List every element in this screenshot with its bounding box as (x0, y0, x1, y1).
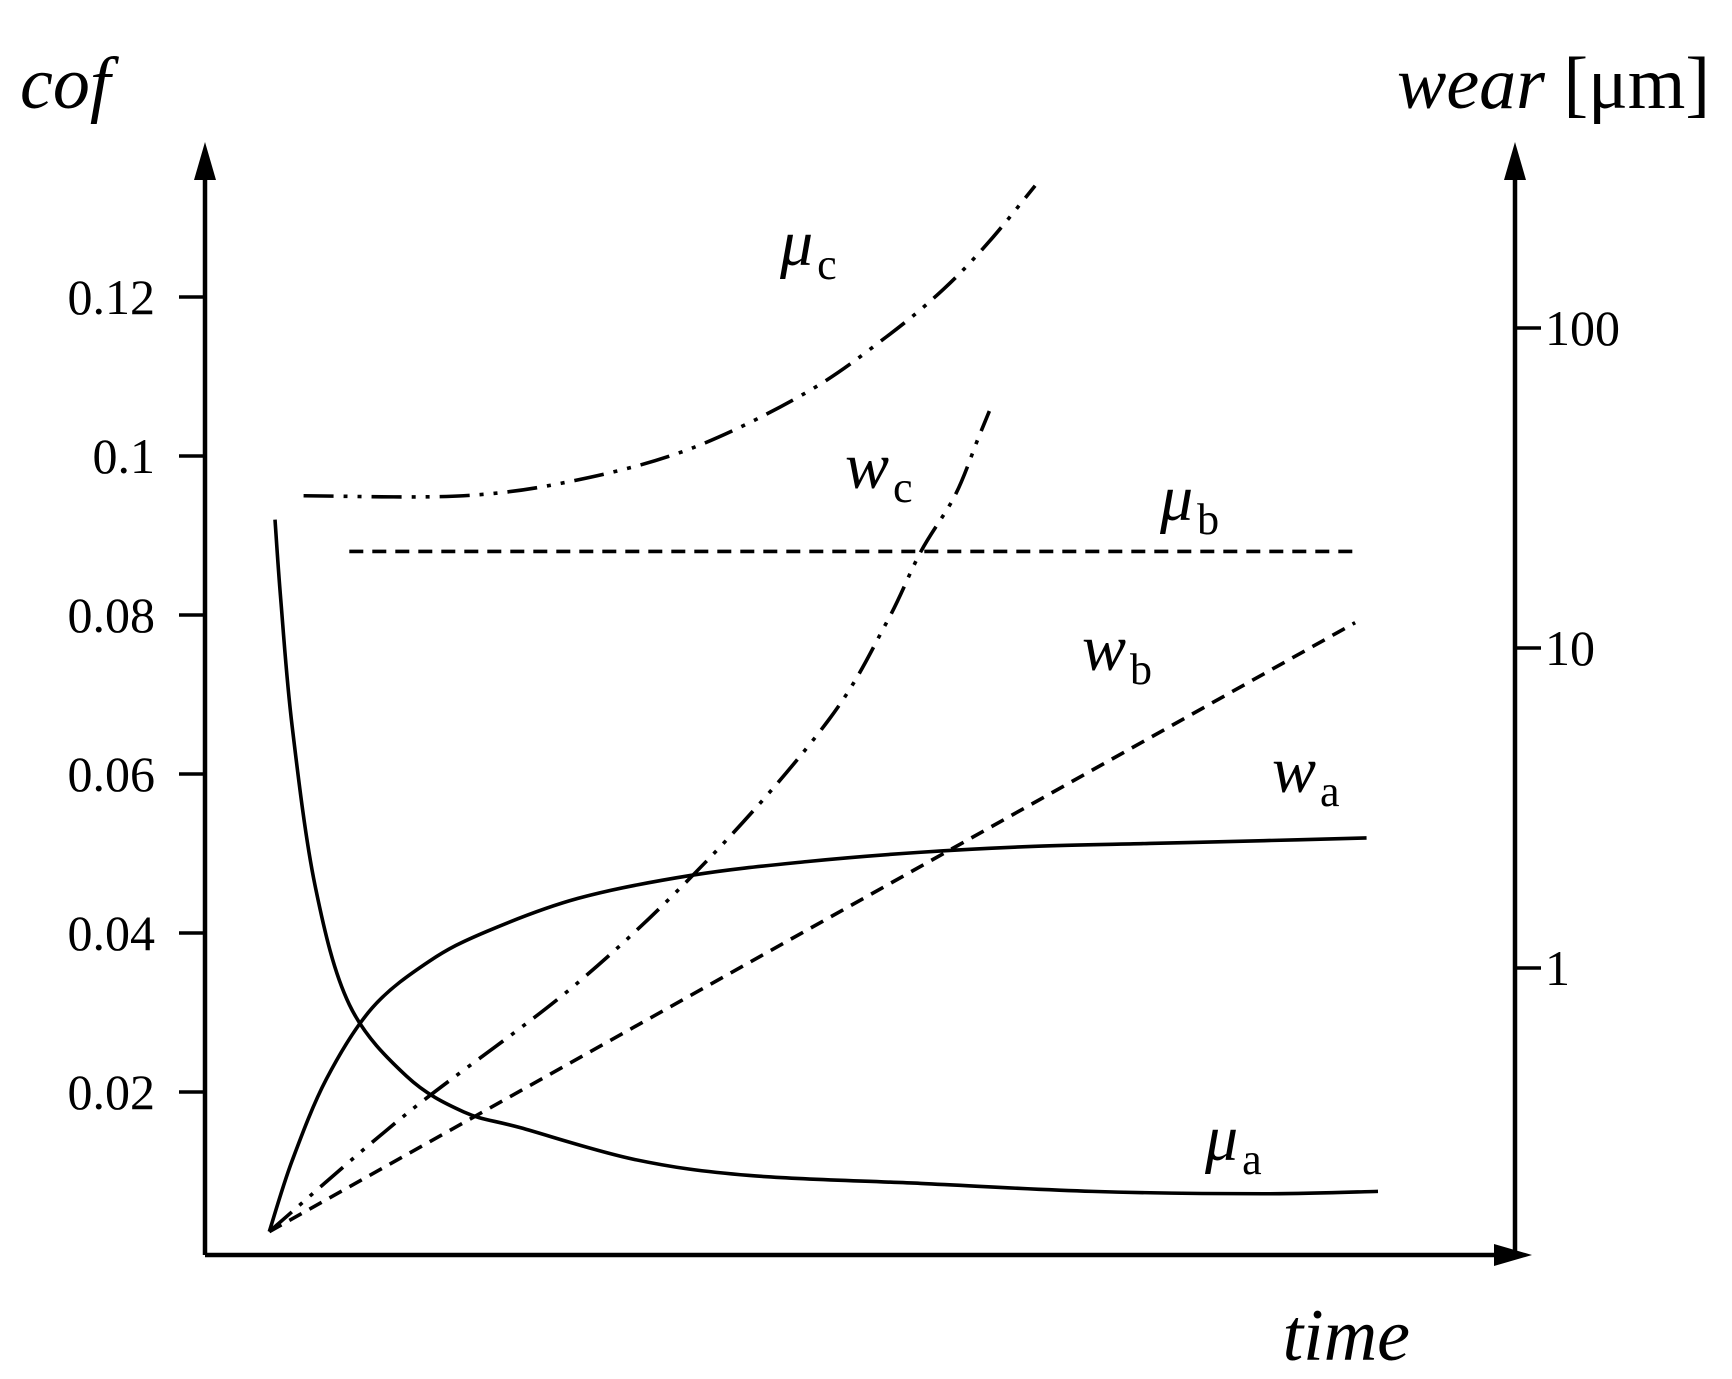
x-axis-arrow (1494, 1244, 1532, 1266)
series-line-w-c (268, 410, 992, 1234)
series-line-mu-c (303, 184, 1037, 499)
series-label-main: μ (1159, 462, 1193, 535)
left-axis-arrow (194, 142, 216, 180)
series-label-w-b: wb (1082, 612, 1152, 694)
series-label-main: μ (779, 207, 813, 280)
series-label-main: w (845, 430, 889, 503)
series-label-sub: b (1197, 495, 1219, 544)
series-label-main: μ (1204, 1102, 1238, 1175)
series-label-w-a: wa (1272, 734, 1340, 816)
curves-group (267, 184, 1379, 1234)
left-tick-label: 0.04 (68, 905, 156, 961)
series-label-mu-b: μb (1159, 462, 1219, 544)
left-tick-label: 0.06 (68, 746, 156, 802)
left-tick-label: 0.12 (68, 269, 156, 325)
series-label-main: w (1082, 612, 1126, 685)
series-line-mu-a (273, 519, 1379, 1196)
x-axis-title: time (1283, 1295, 1410, 1374)
series-label-sub: c (893, 463, 913, 512)
right-axis-title: wear [μm] (1397, 43, 1710, 125)
left-axis-title: cof (20, 43, 120, 125)
right-axis-arrow (1504, 142, 1526, 180)
right-axis-unit: [μm] (1563, 43, 1710, 125)
axes-group: 0.02 0.04 0.06 0.08 0.1 0.12 1 10 100 (68, 142, 1620, 1266)
right-tick-label: 100 (1545, 300, 1620, 356)
left-tick-label: 0.02 (68, 1064, 156, 1120)
series-label-sub: b (1130, 645, 1152, 694)
series-label-mu-a: μa (1204, 1102, 1262, 1184)
left-tick-label: 0.1 (93, 428, 156, 484)
series-label-sub: c (817, 240, 837, 289)
left-tick-label: 0.08 (68, 587, 156, 643)
series-line-w-a (267, 836, 1367, 1233)
series-line-w-b (268, 621, 1357, 1234)
series-label-w-c: wc (845, 430, 913, 512)
right-tick-label: 1 (1545, 940, 1570, 996)
series-label-sub: a (1242, 1135, 1262, 1184)
right-axis-title-main: wear (1397, 43, 1564, 125)
series-label-main: w (1272, 734, 1316, 807)
series-label-sub: a (1320, 767, 1340, 816)
right-tick-label: 10 (1545, 620, 1595, 676)
series-label-mu-c: μc (779, 207, 837, 289)
